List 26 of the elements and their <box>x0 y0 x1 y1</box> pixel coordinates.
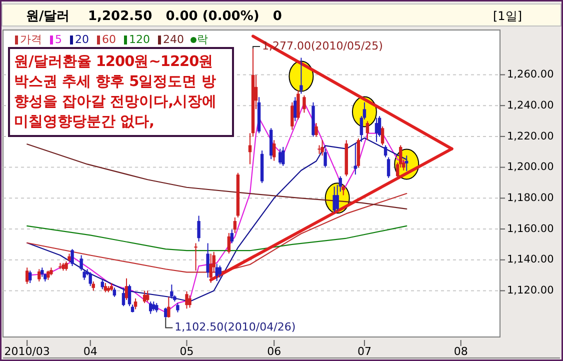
y-tick-label: 1,160.00 <box>507 222 554 235</box>
legend-label: 60 <box>102 33 116 46</box>
y-tick-label: 1,260.00 <box>507 68 554 81</box>
y-tick-label: 1,200.00 <box>507 161 554 174</box>
annotation: 원/달러환율 1200원~1220원 박스권 추세 향후 5일정도면 방향성을 잡아갈 전망이다,시장에 미칠영향당분간 없다, <box>8 47 234 137</box>
chart-subtitle: 1,202.50 0.00 (0.00%) 0 <box>88 9 282 24</box>
x-tick-label: 04 <box>83 345 98 358</box>
legend-label: 락 <box>197 33 208 46</box>
legend-label: 120 <box>129 33 150 46</box>
x-tick-label: 2010/03 <box>4 345 50 358</box>
legend-label: 240 <box>163 33 184 46</box>
x-tick-label: 06 <box>267 345 282 358</box>
legend-label: 5 <box>55 33 62 46</box>
annotation: 1,102.50(2010/04/26) <box>174 320 296 334</box>
x-tick-label: 07 <box>357 345 372 358</box>
legend-label: 20 <box>75 33 89 46</box>
x-tick-label: 08 <box>454 345 468 358</box>
y-tick-label: 1,120.00 <box>507 284 554 297</box>
chart-title: 원/달러 <box>26 9 70 24</box>
y-tick-label: 1,180.00 <box>507 192 554 204</box>
y-tick-label: 1,220.00 <box>507 130 554 142</box>
text: [1일] <box>493 9 522 23</box>
y-tick-label: 1,240.00 <box>507 99 554 112</box>
x-tick-label: 05 <box>180 345 194 358</box>
legend-label: 가격 <box>20 33 42 46</box>
y-tick-label: 1,140.00 <box>507 254 554 266</box>
